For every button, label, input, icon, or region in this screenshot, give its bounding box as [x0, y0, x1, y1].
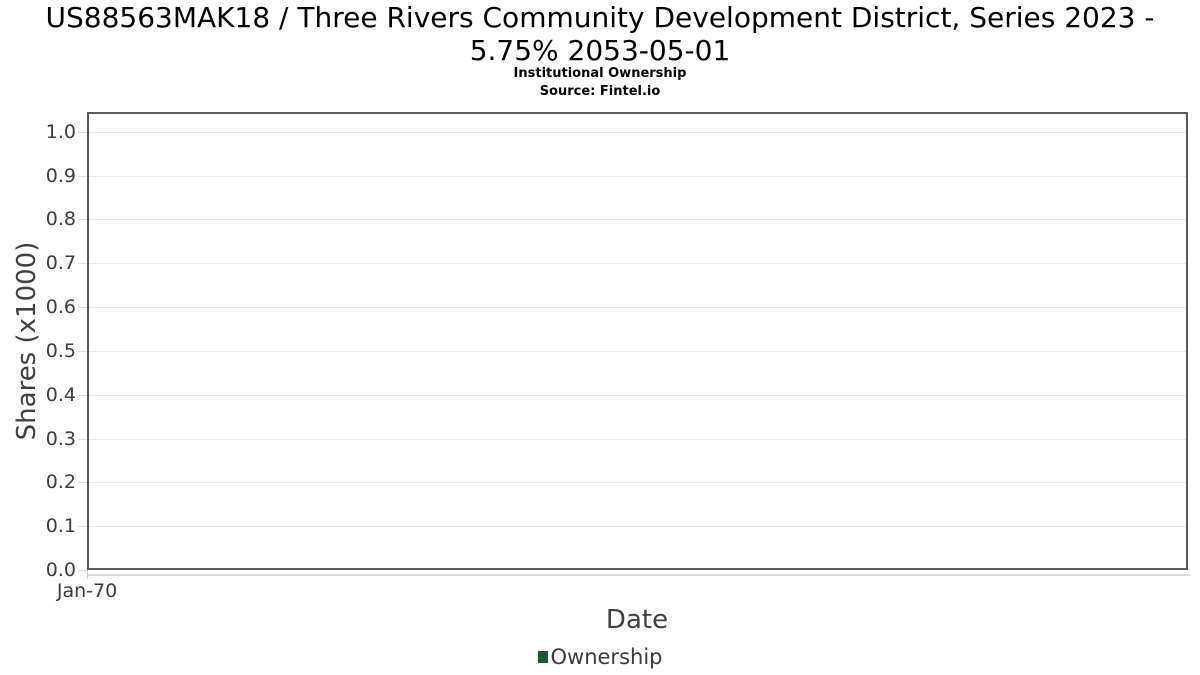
- y-tick-label: 0.6: [45, 296, 76, 318]
- chart-title: US88563MAK18 / Three Rivers Community De…: [45, 1, 1155, 67]
- y-tick-label: 0.5: [45, 340, 76, 362]
- y-tick-label: 0.7: [45, 252, 76, 274]
- y-tick-label: 0.4: [45, 384, 76, 406]
- y-tick-label: 1.0: [45, 121, 76, 143]
- chart-source: Source: Fintel.io: [539, 84, 661, 99]
- legend-label: Ownership: [550, 645, 663, 669]
- y-tick-mark: [78, 263, 87, 264]
- y-tick-label: 0.3: [45, 428, 76, 450]
- y-tick-mark: [78, 307, 87, 308]
- x-tick-label: Jan-70: [56, 580, 118, 602]
- y-gridline: [89, 351, 1186, 352]
- y-gridline: [89, 482, 1186, 483]
- legend-item-ownership[interactable]: Ownership: [537, 645, 663, 669]
- y-tick-mark: [78, 439, 87, 440]
- y-tick-mark: [78, 395, 87, 396]
- y-tick-mark: [78, 132, 87, 133]
- y-tick-label: 0.0: [45, 559, 76, 581]
- chart-subtitle: Institutional Ownership: [513, 66, 687, 81]
- x-axis-line: [87, 574, 1190, 576]
- y-gridline: [89, 526, 1186, 527]
- legend-swatch: [537, 651, 548, 663]
- y-tick-mark: [78, 176, 87, 177]
- y-gridline: [89, 263, 1186, 264]
- y-tick-mark: [78, 570, 87, 571]
- y-tick-mark: [78, 219, 87, 220]
- plot-area: [87, 112, 1188, 570]
- y-gridline: [89, 132, 1186, 133]
- y-gridline: [89, 219, 1186, 220]
- y-gridline: [89, 395, 1186, 396]
- x-axis-title: Date: [605, 605, 669, 635]
- y-tick-label: 0.9: [45, 165, 76, 187]
- legend: Ownership: [0, 645, 1200, 669]
- y-gridline: [89, 176, 1186, 177]
- y-tick-mark: [78, 526, 87, 527]
- y-tick-label: 0.1: [45, 515, 76, 537]
- y-tick-mark: [78, 482, 87, 483]
- y-tick-label: 0.8: [45, 208, 76, 230]
- y-gridline: [89, 439, 1186, 440]
- x-tick-mark: [87, 570, 88, 579]
- y-gridline: [89, 307, 1186, 308]
- y-tick-label: 0.2: [45, 471, 76, 493]
- y-tick-mark: [78, 351, 87, 352]
